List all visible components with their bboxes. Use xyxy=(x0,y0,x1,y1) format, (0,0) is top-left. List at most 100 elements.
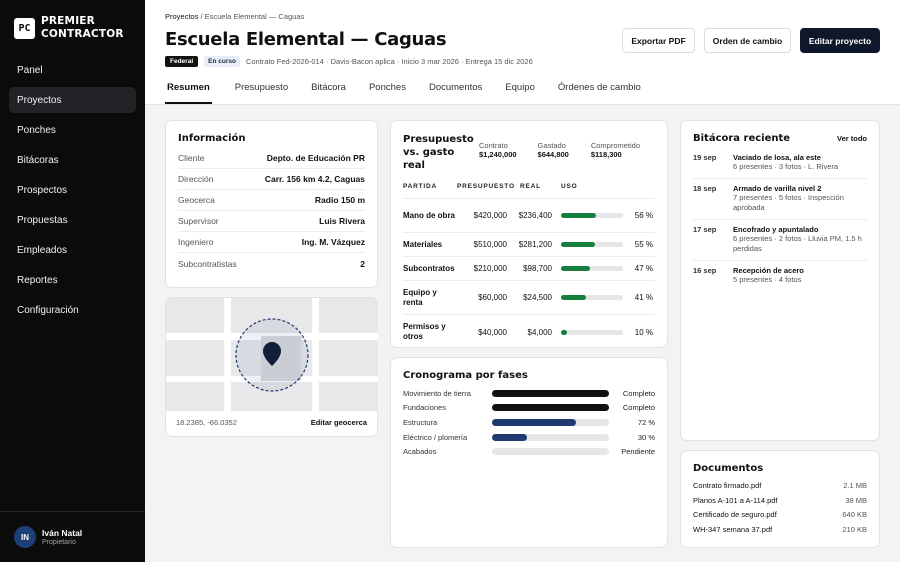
tab-presupuesto[interactable]: Presupuesto xyxy=(234,82,289,93)
sidebar-item-empleados[interactable]: Empleados xyxy=(9,237,136,263)
documents-card-title: Documentos xyxy=(693,463,764,474)
phase-row: Acabados Pendiente xyxy=(403,444,655,459)
edit-project-button[interactable]: Editar proyecto xyxy=(800,28,880,53)
phase-name: Estructura xyxy=(403,417,438,427)
breadcrumb-link-proyectos[interactable]: Proyectos xyxy=(165,12,199,21)
main-content: Información Cliente Depto. de Educación P… xyxy=(145,104,900,562)
sidebar-item-label: Panel xyxy=(17,64,43,76)
log-entry[interactable]: 19 sep Vaciado de losa, ala este 6 present… xyxy=(693,148,867,179)
budget-row[interactable]: Mano de obra $420,000 $236,400 56 % xyxy=(403,199,655,233)
budget-row[interactable]: Materiales $510,000 $281,200 55 % xyxy=(403,233,655,257)
tab-ordenes-de-cambio[interactable]: Órdenes de cambio xyxy=(557,82,641,93)
usage-bar-fill xyxy=(561,266,591,271)
sidebar-item-label: Propuestas xyxy=(17,214,68,226)
document-size: 38 MB xyxy=(845,495,867,505)
budget-item-name: Permisos y otros xyxy=(403,322,446,341)
info-value: Depto. de Educación PR xyxy=(266,153,365,163)
phase-row: Eléctrico / plomería 30 % xyxy=(403,430,655,445)
summary-value: $1,240,000 xyxy=(479,150,517,159)
sidebar-item-label: Proyectos xyxy=(17,94,62,106)
document-item[interactable]: WH-347 semana 37.pdf 210 KB xyxy=(693,522,867,537)
budget-card: Presupuesto vs. gasto real Contrato $1,2… xyxy=(390,120,668,348)
user-profile[interactable]: IN Iván Natal Propietario xyxy=(0,511,145,562)
usage-percent: 10 % xyxy=(634,327,653,337)
usage-bar-fill xyxy=(561,213,596,218)
info-row-supervisor: Supervisor Luis Rivera xyxy=(178,211,365,232)
usage-percent: 56 % xyxy=(634,211,653,220)
edit-geofence-link[interactable]: Editar geocerca xyxy=(310,418,367,427)
budget-row[interactable]: Permisos y otros $40,000 $4,000 10 % xyxy=(403,315,655,349)
usage-bar xyxy=(561,329,623,335)
phase-name: Eléctrico / plomería xyxy=(403,432,468,442)
tab-bar: Resumen Presupuesto Bitácora Ponches Doc… xyxy=(165,82,664,104)
budget-item-name: Mano de obra xyxy=(403,210,456,220)
export-pdf-button[interactable]: Exportar PDF xyxy=(622,28,695,53)
phase-row: Fundaciones Completo xyxy=(403,401,655,416)
tab-documentos[interactable]: Documentos xyxy=(428,82,483,93)
budget-row[interactable]: Subcontratos $210,000 $98,700 47 % xyxy=(403,257,655,281)
usage-bar xyxy=(561,266,623,271)
info-row-ingeniero: Ingeniero Ing. M. Vázquez xyxy=(178,232,365,253)
usage-bar-fill xyxy=(561,329,568,335)
log-list: 19 sep Vaciado de losa, ala este 6 present… xyxy=(693,148,867,291)
phase-progress-fill xyxy=(492,389,609,397)
brand-name-line1: PREMIER xyxy=(41,15,95,27)
sidebar-item-ponches[interactable]: Ponches xyxy=(9,117,136,143)
budget-item-budget: $420,000 xyxy=(473,211,507,220)
usage-bar-fill xyxy=(561,242,596,247)
log-details: 7 presentes · 5 fotos · Inspección aprob… xyxy=(733,193,844,212)
tab-equipo[interactable]: Equipo xyxy=(505,82,535,93)
sidebar-item-proyectos[interactable]: Proyectos xyxy=(9,87,136,113)
map-pin-icon xyxy=(263,342,281,366)
budget-summary-contract: Contrato $1,240,000 xyxy=(479,141,517,159)
sidebar-item-bitacoras[interactable]: Bitácoras xyxy=(9,147,136,173)
sidebar-item-panel[interactable]: Panel xyxy=(9,57,136,83)
brand[interactable]: PC PREMIER CONTRACTOR xyxy=(14,15,124,41)
budget-item-budget: $40,000 xyxy=(478,327,507,337)
schedule-card-title: Cronograma por fases xyxy=(403,370,528,381)
log-title: Vaciado de losa, ala este xyxy=(733,153,821,162)
log-title: Armado de varilla nivel 2 xyxy=(733,184,822,193)
phase-name: Acabados xyxy=(403,447,437,457)
column-header: REAL xyxy=(520,183,541,190)
document-item[interactable]: Planos A-101 a A-114.pdf 38 MB xyxy=(693,493,867,508)
tab-resumen[interactable]: Resumen xyxy=(165,82,212,104)
phase-status: Pendiente xyxy=(621,447,655,457)
document-item[interactable]: Contrato firmado.pdf 2.1 MB xyxy=(693,478,867,493)
log-date: 18 sep xyxy=(693,184,717,193)
info-label: Supervisor xyxy=(178,216,219,226)
tab-ponches[interactable]: Ponches xyxy=(368,82,406,93)
sidebar-item-prospectos[interactable]: Prospectos xyxy=(9,177,136,203)
budget-row[interactable]: Equipo y renta $60,000 $24,500 41 % xyxy=(403,281,655,315)
view-all-link[interactable]: Ver todo xyxy=(836,134,867,143)
usage-percent: 55 % xyxy=(634,240,653,249)
document-size: 2.1 MB xyxy=(843,480,867,490)
sidebar-item-propuestas[interactable]: Propuestas xyxy=(9,207,136,233)
phase-status: Completo xyxy=(622,388,655,398)
recent-log-card: Bitácora reciente Ver todo 19 sep Vaciado… xyxy=(680,120,880,441)
phase-progress-bar xyxy=(492,448,609,456)
document-item[interactable]: Certificado de seguro.pdf 640 KB xyxy=(693,508,867,523)
log-title: Recepción de acero xyxy=(733,266,804,275)
info-card-title: Información xyxy=(178,133,246,144)
sidebar-item-label: Ponches xyxy=(17,124,56,136)
brand-logo: PC xyxy=(14,17,35,39)
geofence-map[interactable] xyxy=(166,298,378,411)
usage-bar xyxy=(561,295,623,300)
sidebar-item-reportes[interactable]: Reportes xyxy=(9,267,136,293)
budget-summary-spent: Gastado $644,800 xyxy=(538,141,569,159)
budget-item-name: Materiales xyxy=(403,239,443,249)
sidebar-item-label: Empleados xyxy=(17,244,68,256)
budget-table-header: PARTIDA PRESUPUESTO REAL USO xyxy=(403,183,655,199)
breadcrumb: Proyectos / Escuela Elemental — Caguas xyxy=(165,12,304,21)
change-order-button[interactable]: Orden de cambio xyxy=(704,28,791,53)
tab-bitacora[interactable]: Bitácora xyxy=(311,82,346,93)
log-entry[interactable]: 17 sep Encofrado y apuntalado 6 presentes … xyxy=(693,220,867,261)
sidebar-item-configuracion[interactable]: Configuración xyxy=(9,297,136,323)
info-label: Geocerca xyxy=(178,195,215,205)
document-name: Contrato firmado.pdf xyxy=(693,480,762,490)
info-label: Ingeniero xyxy=(178,237,214,247)
log-entry[interactable]: 16 sep Recepción de acero 5 presentes · 4 … xyxy=(693,261,867,291)
recent-log-title: Bitácora reciente xyxy=(693,133,791,144)
